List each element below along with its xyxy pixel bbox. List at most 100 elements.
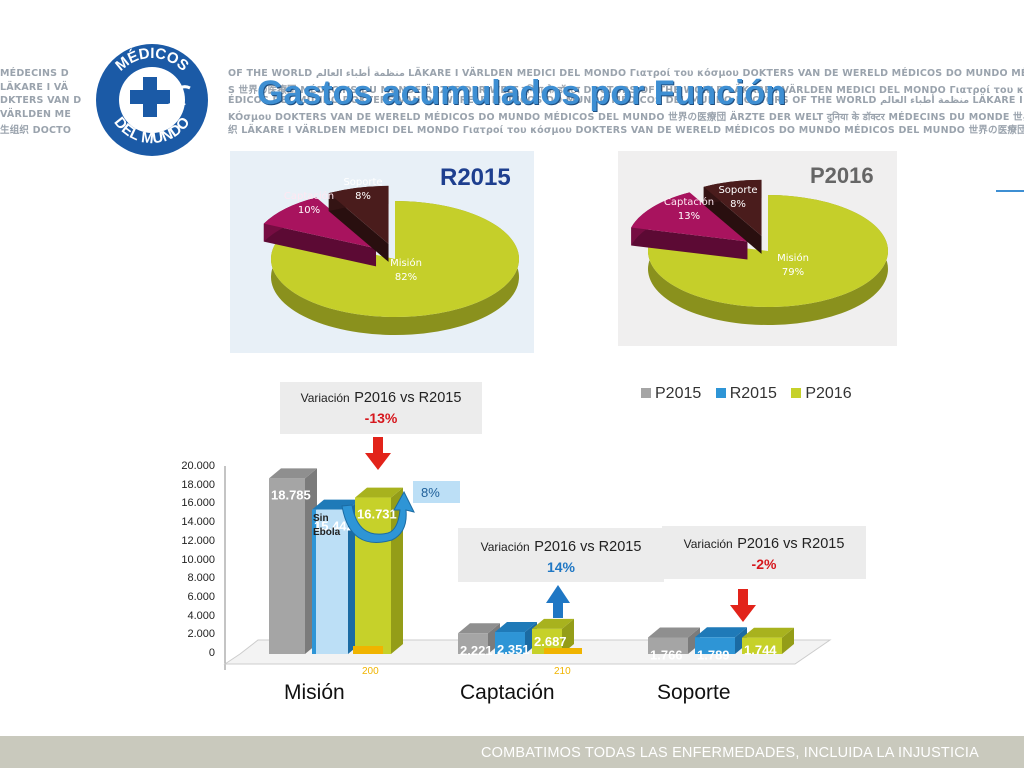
pie-title: R2015 xyxy=(440,164,511,191)
pie-slice-label: Soporte xyxy=(718,185,757,196)
bar-r2015-2 xyxy=(695,637,735,654)
legend-swatch xyxy=(641,388,651,398)
bar-edge xyxy=(312,509,316,654)
bar-top xyxy=(355,487,403,498)
pie-chart-r2015: R2015 Misión 82% Captación 10% Soporte 8% xyxy=(263,164,519,335)
pie-slice-captación xyxy=(263,197,377,249)
variation-value: -13% xyxy=(364,410,398,426)
bar-side xyxy=(782,627,794,654)
bar-r2015-0 xyxy=(312,509,348,654)
y-tick-label: 10.000 xyxy=(181,553,215,566)
mision-highlight xyxy=(353,646,383,654)
legend-label: P2016 xyxy=(805,385,852,402)
chart-legend: P2015 R2015 P2016 xyxy=(641,385,862,403)
bar-p2015-0 xyxy=(269,478,305,654)
bar-value-label: 2.351 xyxy=(497,642,530,657)
bar-top xyxy=(742,627,794,638)
pie-slice-pct: 8% xyxy=(355,191,371,202)
pie-panel-p2016: P2016 Misión 79% Captación 13% Soporte 8% xyxy=(618,151,897,346)
pie-slice-pct: 10% xyxy=(298,205,320,216)
pie-slice-misión xyxy=(648,195,888,307)
bar-side xyxy=(525,622,537,654)
pie-slice-label: Captación xyxy=(664,196,714,208)
pie-slice-label: Soporte xyxy=(343,177,382,188)
category-label-mision: Misión xyxy=(284,681,345,704)
legend-swatch xyxy=(791,388,802,398)
y-tick-label: 18.000 xyxy=(181,478,215,491)
y-tick-label: 8.000 xyxy=(187,572,215,585)
y-tick-label: 14.000 xyxy=(181,516,215,529)
y-tick-label: 4.000 xyxy=(187,609,215,622)
bar-value-label: 2.221 xyxy=(460,643,493,658)
y-tick-label: 2.000 xyxy=(187,628,215,641)
pie-slice-side xyxy=(631,227,748,260)
bar-p2016-0 xyxy=(355,497,391,654)
pie-slice-soporte xyxy=(328,185,389,244)
y-tick-label: 0 xyxy=(208,647,215,659)
bar-value-label: 1.789 xyxy=(697,647,730,662)
bar-side xyxy=(688,627,700,654)
mision-increase-pct: 8% xyxy=(421,485,440,500)
variation-label: Variación xyxy=(683,537,733,551)
chart-floor xyxy=(223,639,832,665)
bar-p2015-2 xyxy=(648,637,688,654)
bar-side xyxy=(562,618,574,654)
sin-ebola-note: Ebola xyxy=(313,527,341,538)
pie-slice-pct: 8% xyxy=(730,199,746,210)
page-title: Gastos acumulados por Función xyxy=(257,74,786,112)
variation-comparison: P2016 vs R2015 xyxy=(534,539,642,555)
bar-side xyxy=(391,487,403,654)
banner-text: OF THE WORLD منظمة أطباء العالم LÄKARE I… xyxy=(228,68,1024,79)
banner-text: 织 LÄKARE I VÄRLDEN MEDICI DEL MONDO Γιατ… xyxy=(228,125,1024,136)
banner-text: DKTERS VAN D xyxy=(0,95,82,106)
pie-chart-p2016: P2016 Misión 79% Captación 13% Soporte 8% xyxy=(631,163,888,325)
sin-ebola-note: Sin xyxy=(313,513,329,524)
pie-slice-label: Misión xyxy=(390,257,422,269)
pie-slice-soporte xyxy=(703,179,762,236)
bar-side xyxy=(488,623,500,654)
multilingual-banner: MÉDECINS D OF THE WORLD منظمة أطباء العال… xyxy=(0,64,1024,136)
bar-side xyxy=(735,627,747,654)
bar-top xyxy=(532,618,574,629)
pie-slice-label: Captación xyxy=(284,190,334,202)
banner-text: ÉDICOS DEL MUNDO DOKTERS VAN DE WERELD M… xyxy=(228,95,1024,106)
down-arrow-icon xyxy=(730,589,756,622)
bar-top xyxy=(458,623,500,634)
variation-label: Variación xyxy=(300,391,350,405)
bar-r2015-1 xyxy=(495,632,525,654)
bar-value-label: 2.687 xyxy=(534,634,567,649)
bar-side xyxy=(348,499,360,654)
pie-slice-misión xyxy=(271,201,519,317)
decorative-line xyxy=(996,190,1024,192)
mision-sub-label: 200 xyxy=(362,666,379,677)
bar-top xyxy=(269,468,317,479)
up-arrow-icon xyxy=(546,585,570,618)
variation-label: Variación xyxy=(480,540,530,554)
footer-slogan: COMBATIMOS TODAS LAS ENFERMEDADES, INCLU… xyxy=(480,745,979,761)
bar-side xyxy=(305,468,317,654)
variation-comparison: P2016 vs R2015 xyxy=(354,390,462,406)
y-tick-label: 16.000 xyxy=(181,497,215,510)
bar-p2015-1 xyxy=(458,633,488,654)
pie-title: P2016 xyxy=(810,163,874,188)
pie-panel-r2015: R2015 Misión 82% Captación 10% Soporte 8% xyxy=(230,151,534,353)
pie-slice-side xyxy=(328,193,389,262)
pie-slice-side xyxy=(703,186,762,254)
y-tick-label: 12.000 xyxy=(181,534,215,547)
bar-value-label: 1.744 xyxy=(744,643,777,658)
pie-slice-pct: 13% xyxy=(678,211,700,222)
category-label-captacion: Captación xyxy=(460,681,555,704)
curved-arrow-icon xyxy=(341,490,415,543)
footer-bar: COMBATIMOS TODAS LAS ENFERMEDADES, INCLU… xyxy=(0,736,1024,768)
variation-box-mision: Variación P2016 vs R2015 -13% xyxy=(280,382,482,434)
bar-top xyxy=(648,627,700,638)
y-tick-label: 20.000 xyxy=(181,460,215,472)
banner-text: VÄRLDEN ME xyxy=(0,108,72,120)
variation-box-captacion: Variación P2016 vs R2015 14% xyxy=(458,528,664,582)
pie-slice-side xyxy=(263,223,377,267)
banner-text: 生组织 DOCTO xyxy=(0,125,72,136)
bar-top xyxy=(695,627,747,638)
bar-p2016-2 xyxy=(742,637,782,654)
bar-value-label: 16.731 xyxy=(357,507,397,522)
bar-top xyxy=(312,499,360,510)
